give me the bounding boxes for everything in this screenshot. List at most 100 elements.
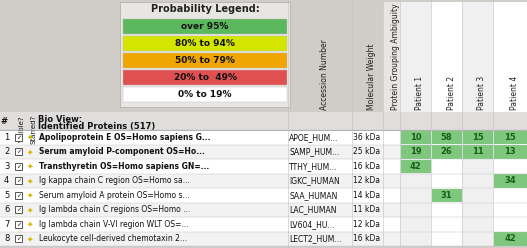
Text: 13: 13 xyxy=(504,147,516,156)
Bar xyxy=(493,145,526,158)
Bar xyxy=(15,148,22,155)
Bar xyxy=(493,188,527,203)
Bar xyxy=(123,70,287,85)
Text: 16 kDa: 16 kDa xyxy=(353,162,380,171)
Text: Molecular Weight: Molecular Weight xyxy=(367,43,376,110)
Text: 3: 3 xyxy=(4,162,9,171)
Text: ✓: ✓ xyxy=(16,236,21,241)
Text: 34: 34 xyxy=(504,176,516,185)
Bar xyxy=(462,217,493,231)
Bar xyxy=(123,36,287,51)
Text: 1: 1 xyxy=(4,133,9,142)
Bar xyxy=(431,231,462,246)
Text: 20% to  49%: 20% to 49% xyxy=(173,73,237,82)
Text: 25 kDa: 25 kDa xyxy=(353,147,380,156)
Text: ✦: ✦ xyxy=(27,147,33,156)
Text: 50% to 79%: 50% to 79% xyxy=(175,56,235,65)
Text: 11: 11 xyxy=(472,147,483,156)
Text: #: # xyxy=(1,117,7,125)
Text: Transthyretin OS=Homo sapiens GN=...: Transthyretin OS=Homo sapiens GN=... xyxy=(39,162,209,171)
Bar xyxy=(288,2,352,112)
Bar xyxy=(15,192,22,199)
Bar xyxy=(432,188,462,202)
Bar xyxy=(400,217,431,231)
Bar xyxy=(0,0,527,112)
Text: 36 kDa: 36 kDa xyxy=(353,133,380,142)
Text: Identified Proteins (517): Identified Proteins (517) xyxy=(38,122,155,131)
Text: ✦: ✦ xyxy=(27,133,33,142)
Bar xyxy=(352,2,383,112)
Bar xyxy=(493,130,526,144)
Bar xyxy=(462,188,493,203)
Bar xyxy=(400,231,431,246)
Bar xyxy=(462,203,493,217)
Bar xyxy=(400,2,431,112)
Text: ✓: ✓ xyxy=(16,193,21,198)
Bar xyxy=(493,232,526,246)
Bar xyxy=(463,145,493,158)
Text: 0% to 19%: 0% to 19% xyxy=(178,90,232,99)
Text: ✦: ✦ xyxy=(27,220,33,229)
Bar xyxy=(401,130,431,144)
Text: over 95%: over 95% xyxy=(181,22,229,31)
Bar xyxy=(0,145,527,159)
Text: Protein Grouping Ambiguity: Protein Grouping Ambiguity xyxy=(392,3,401,110)
Text: Ig lambda chain V-VI region WLT OS=...: Ig lambda chain V-VI region WLT OS=... xyxy=(39,220,189,229)
Text: 6: 6 xyxy=(4,205,9,214)
Text: Accession Number: Accession Number xyxy=(320,39,329,110)
Text: Patient 4: Patient 4 xyxy=(510,76,519,110)
Bar xyxy=(462,174,493,188)
Text: 15: 15 xyxy=(504,133,516,142)
Text: Serum amyloid A protein OS=Homo s...: Serum amyloid A protein OS=Homo s... xyxy=(39,191,190,200)
Text: ✓: ✓ xyxy=(16,178,21,183)
Bar xyxy=(400,188,431,203)
Bar xyxy=(463,130,493,144)
Text: 11 kDa: 11 kDa xyxy=(353,205,380,214)
Text: Starred?: Starred? xyxy=(30,115,36,144)
Bar xyxy=(462,130,493,145)
Text: 16 kDa: 16 kDa xyxy=(353,234,380,243)
Bar xyxy=(493,159,527,174)
Bar xyxy=(493,231,527,246)
Text: 42: 42 xyxy=(504,234,516,243)
Text: 26: 26 xyxy=(441,147,452,156)
Text: 8: 8 xyxy=(4,234,9,243)
Text: Probability Legend:: Probability Legend: xyxy=(151,4,259,14)
Text: LAC_HUMAN: LAC_HUMAN xyxy=(289,205,337,214)
Text: SAA_HUMAN: SAA_HUMAN xyxy=(289,191,337,200)
Text: Apolipoprotein E OS=Homo sapiens G...: Apolipoprotein E OS=Homo sapiens G... xyxy=(39,133,210,142)
Bar xyxy=(123,53,287,68)
Bar xyxy=(400,174,431,188)
Text: ✓: ✓ xyxy=(16,207,21,212)
Text: Serum amyloid P-component OS=Ho...: Serum amyloid P-component OS=Ho... xyxy=(39,147,205,156)
Text: 58: 58 xyxy=(441,133,452,142)
Text: Patient 3: Patient 3 xyxy=(477,76,486,110)
Text: SAMP_HUM...: SAMP_HUM... xyxy=(289,147,339,156)
Bar xyxy=(493,217,527,231)
Bar xyxy=(400,145,431,159)
Text: Bio View:: Bio View: xyxy=(38,115,82,124)
Text: 19: 19 xyxy=(409,147,421,156)
Bar xyxy=(0,217,527,231)
Text: APOE_HUM...: APOE_HUM... xyxy=(289,133,338,142)
Bar xyxy=(462,2,493,112)
Bar xyxy=(0,130,527,145)
Text: ✓: ✓ xyxy=(16,222,21,227)
Text: ✦: ✦ xyxy=(27,191,33,200)
Text: ✓: ✓ xyxy=(16,135,21,140)
Text: 5: 5 xyxy=(4,191,9,200)
Text: ✦: ✦ xyxy=(27,234,33,243)
Bar xyxy=(431,217,462,231)
Text: ✓: ✓ xyxy=(16,164,21,169)
Text: Visible?: Visible? xyxy=(19,115,25,142)
Text: LECT2_HUM...: LECT2_HUM... xyxy=(289,234,341,243)
Text: ✦: ✦ xyxy=(27,176,33,185)
Text: 15: 15 xyxy=(472,133,483,142)
Bar xyxy=(493,174,527,188)
Bar xyxy=(0,231,527,246)
Bar xyxy=(462,159,493,174)
Bar xyxy=(493,130,527,145)
Bar xyxy=(432,130,462,144)
Text: 4: 4 xyxy=(4,176,9,185)
Bar xyxy=(0,112,527,130)
